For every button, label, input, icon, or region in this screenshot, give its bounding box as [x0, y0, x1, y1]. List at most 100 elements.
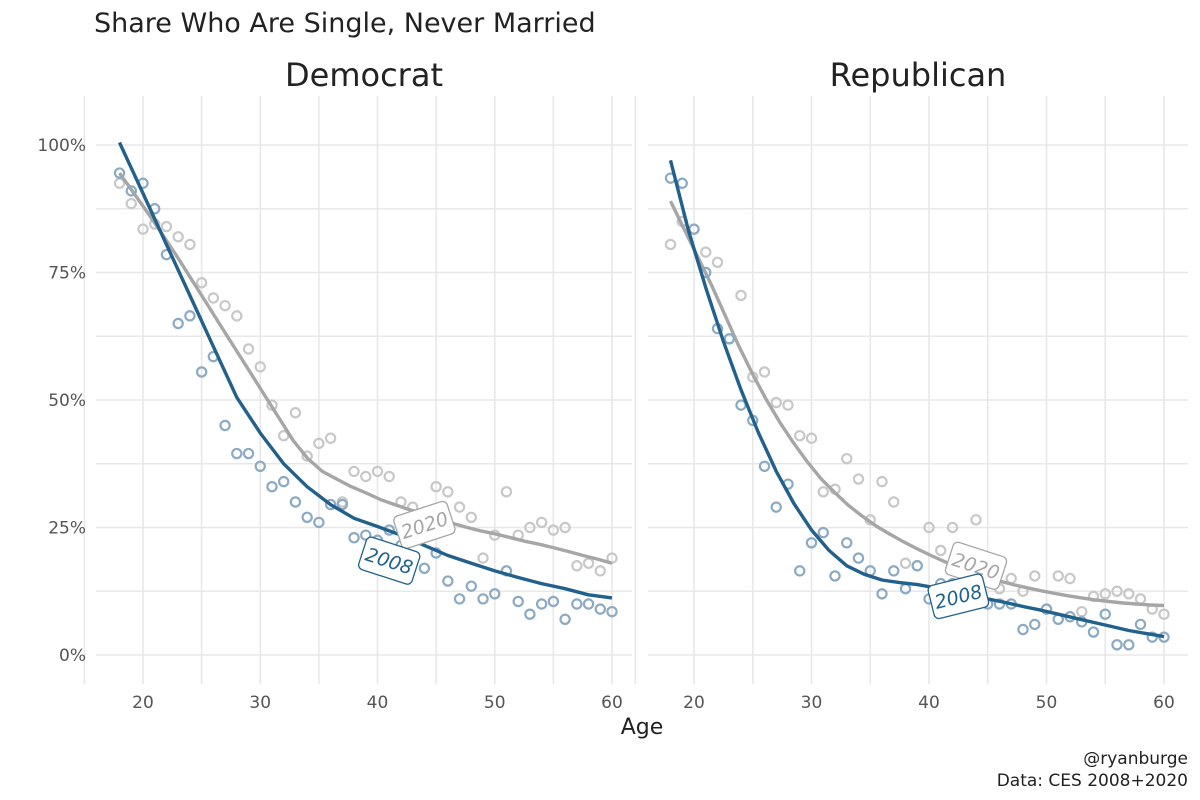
data-point-2008 [184, 310, 196, 322]
fit-line-2020 [668, 200, 1165, 608]
data-point-2008 [888, 565, 900, 577]
data-point-2008 [571, 598, 583, 610]
data-point-2020 [1134, 593, 1147, 605]
data-point-2020 [805, 432, 818, 444]
data-point-2008 [465, 580, 477, 592]
data-point-2020 [242, 343, 255, 355]
data-point-2020 [735, 289, 747, 302]
data-point-2020 [465, 511, 477, 524]
data-point-2008 [254, 460, 266, 472]
data-point-2008 [805, 537, 818, 549]
data-point-2020 [794, 430, 806, 442]
x-tick-label: 60 [1153, 693, 1175, 713]
data-point-2008 [172, 317, 184, 330]
data-point-2008 [512, 595, 524, 608]
data-point-2008 [360, 529, 372, 541]
data-point-2008 [559, 613, 571, 626]
data-point-2020 [535, 516, 548, 529]
data-point-2020 [559, 521, 571, 534]
y-tick-label: 75% [48, 264, 86, 284]
data-point-2020 [195, 277, 208, 289]
data-point-2008 [911, 560, 923, 572]
data-point-2008 [266, 481, 278, 493]
data-point-2020 [711, 256, 724, 268]
data-point-2008 [1146, 631, 1158, 643]
x-tick-label: 30 [801, 693, 823, 713]
gridlines [634, 96, 1188, 684]
data-point-2008 [794, 565, 806, 577]
fit-line-2008 [668, 159, 1165, 639]
x-tick-label: 20 [132, 693, 154, 713]
data-point-2020 [453, 501, 466, 513]
data-point-2020 [383, 470, 395, 483]
data-point-2020 [324, 432, 337, 444]
chart-panels: Democrat 20 30 40 50 60 0% 25% 50% 75% 100% 2020 200… [37, 56, 1188, 713]
x-tick-label: 20 [683, 693, 705, 713]
fit-line-2008 [117, 141, 613, 600]
data-point-2008 [1017, 623, 1029, 636]
caption-handle: @ryanburge [1083, 749, 1188, 769]
data-point-2020 [571, 560, 583, 572]
panel-title: Democrat [285, 56, 443, 94]
data-point-2008 [817, 526, 829, 539]
data-point-2008 [770, 501, 782, 513]
data-point-2020 [137, 223, 149, 235]
data-point-2008 [606, 605, 618, 618]
label-box [393, 500, 456, 550]
data-point-2020 [301, 450, 313, 462]
data-point-2008 [301, 511, 313, 524]
label-box [357, 536, 421, 585]
data-point-2020 [219, 299, 231, 312]
data-point-2008 [477, 593, 489, 605]
data-point-2008 [993, 598, 1006, 610]
data-point-2020 [935, 544, 947, 557]
data-point-2008 [758, 460, 771, 472]
chart-title: Share Who Are Single, Never Married [94, 8, 596, 39]
data-point-2008 [1029, 618, 1041, 631]
data-point-2020 [371, 465, 384, 478]
data-point-2008 [829, 570, 841, 582]
data-point-2020 [852, 473, 865, 485]
data-point-2020 [664, 238, 677, 251]
data-point-2020 [313, 437, 325, 450]
data-point-2008 [676, 177, 688, 189]
data-point-2008 [289, 496, 302, 508]
data-point-2008 [113, 167, 126, 179]
series-2008 [113, 141, 618, 626]
data-point-2020 [876, 475, 888, 488]
x-tick-label: 50 [1036, 693, 1058, 713]
x-tick-label: 50 [484, 693, 506, 713]
data-point-2008 [195, 366, 208, 378]
panel-title: Republican [830, 56, 1007, 94]
x-axis-title: Age [621, 715, 664, 740]
x-tick-label: 30 [249, 693, 271, 713]
label-box [927, 573, 990, 620]
y-tick-label: 0% [59, 646, 86, 666]
fit-line-2020 [118, 172, 613, 565]
data-point-2008 [1111, 639, 1123, 651]
data-point-2020 [477, 552, 489, 564]
data-point-2020 [1111, 585, 1123, 597]
data-point-2008 [723, 333, 735, 345]
series-label-2008: 2008 [927, 573, 990, 620]
data-point-2008 [125, 185, 137, 197]
data-point-2008 [1123, 639, 1135, 651]
data-point-2008 [324, 498, 337, 511]
data-point-2020 [254, 361, 266, 373]
data-point-2008 [348, 532, 360, 544]
data-point-2020 [231, 310, 243, 322]
data-point-2020 [289, 407, 302, 419]
data-point-2020 [594, 565, 606, 577]
data-point-2008 [242, 447, 255, 460]
data-point-2020 [1099, 588, 1111, 600]
data-point-2008 [841, 537, 853, 549]
series-label-2020: 2020 [393, 500, 456, 550]
data-point-2008 [524, 608, 536, 620]
data-point-2020 [582, 557, 595, 569]
data-point-2020 [1158, 608, 1170, 620]
data-point-2008 [582, 598, 595, 610]
data-point-2020 [1064, 572, 1076, 585]
